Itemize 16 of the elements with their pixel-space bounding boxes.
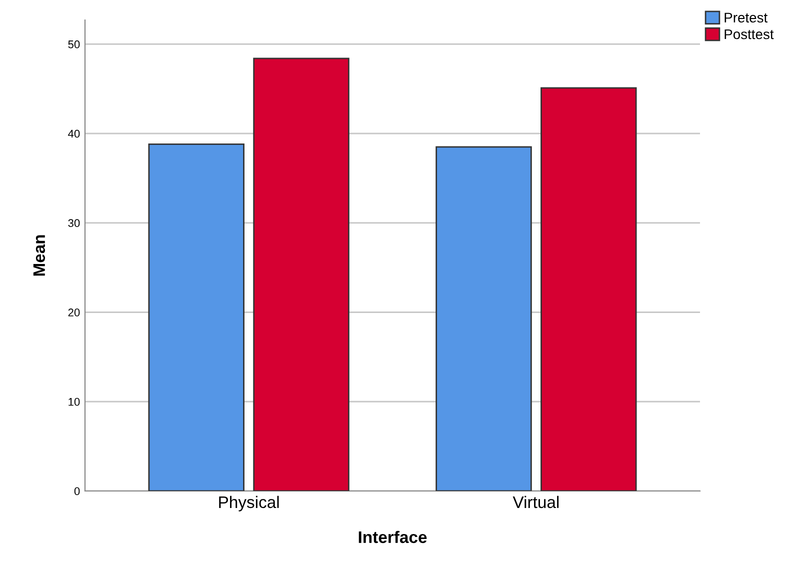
x-tick-label: Physical — [219, 496, 279, 512]
y-tick-label: 20 — [68, 308, 80, 316]
y-tick-label: 0 — [74, 487, 80, 496]
y-tick-label: 40 — [68, 130, 80, 138]
x-axis-title: Interface — [358, 530, 427, 544]
y-tick-label: 50 — [68, 40, 80, 48]
y-axis-title: Mean — [33, 235, 46, 276]
y-tick-label: 10 — [68, 398, 80, 406]
legend-label: Posttest — [724, 29, 774, 40]
y-tick-label: 30 — [68, 219, 80, 228]
x-tick-label: Virtual — [512, 496, 559, 508]
bar — [540, 87, 637, 491]
bar — [253, 58, 350, 491]
bar — [436, 146, 532, 491]
bar — [148, 144, 244, 491]
legend-label: Pretest — [724, 12, 768, 23]
